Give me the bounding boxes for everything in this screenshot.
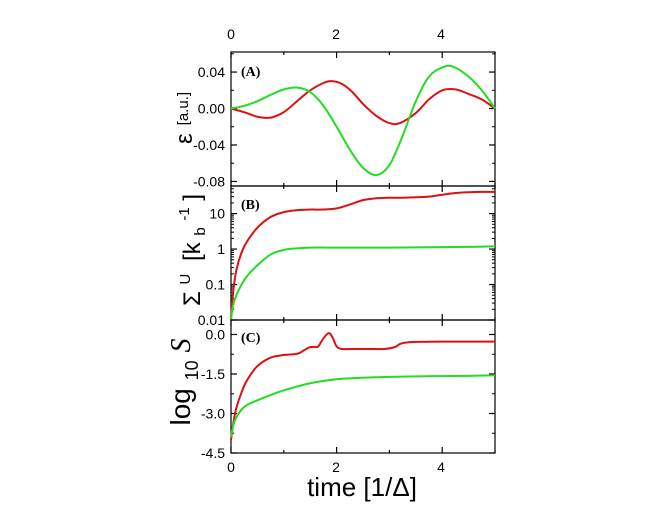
svg-text:ε [a.u.]: ε [a.u.] bbox=[171, 92, 198, 144]
y-axis-label-b: Σ U [k b -1 ] bbox=[168, 194, 211, 306]
y-tick-label-c-3: -4.5 bbox=[201, 445, 225, 461]
y-label-b-unit: [k bbox=[179, 241, 206, 261]
bottom-tick-label-2: 2 bbox=[332, 459, 340, 475]
y-label-b-unit-end: ] bbox=[179, 194, 206, 201]
y-label-b-unit-sub: b bbox=[192, 227, 209, 235]
top-tick-label-0: 0 bbox=[227, 26, 235, 42]
series-red-panel-a bbox=[230, 80, 496, 126]
y-tick-label-b-0: 10 bbox=[209, 206, 225, 222]
panel-frame-b bbox=[230, 185, 496, 321]
y-tick-label-c-2: -3.0 bbox=[201, 405, 225, 421]
series-green-panel-a bbox=[230, 64, 496, 177]
y-label-c-var: S bbox=[166, 339, 197, 353]
y-tick-label-a-0: 0.04 bbox=[198, 64, 225, 80]
panels-group: 0.04 0.00 -0.04 -0.08 10 1 0.1 0.010.0 -1.5 -3.0 -… bbox=[193, 51, 496, 461]
y-label-b-sup: U bbox=[177, 274, 194, 285]
y-label-a-symbol: ε bbox=[171, 133, 198, 144]
y-tick-label-c-1: -1.5 bbox=[201, 366, 225, 382]
series-red-panel-c bbox=[230, 332, 495, 440]
series-green-panel-b bbox=[230, 245, 496, 321]
y-tick-label-c-0: 0.0 bbox=[206, 326, 226, 342]
x-axis-label: time [1/Δ] bbox=[307, 472, 417, 502]
y-axis-label-c: log 10 S bbox=[165, 339, 204, 426]
top-tick-label-2: 2 bbox=[332, 26, 340, 42]
svg-text:log 10 S: log 10 S bbox=[165, 339, 204, 426]
y-tick-label-b-1: 1 bbox=[217, 241, 225, 257]
series-red-panel-b bbox=[230, 190, 496, 321]
y-tick-label-a-3: -0.08 bbox=[193, 173, 225, 189]
y-axis-label-a: ε [a.u.] bbox=[171, 92, 198, 144]
y-label-a-unit: [a.u.] bbox=[175, 92, 192, 125]
y-tick-label-a-1: 0.00 bbox=[198, 101, 225, 117]
bottom-tick-label-0: 0 bbox=[227, 459, 235, 475]
panel-label-a: (A) bbox=[241, 65, 261, 80]
y-label-c-base: log bbox=[165, 388, 196, 425]
y-label-c-sub: 10 bbox=[182, 360, 202, 380]
y-tick-label-b-3: 0.01 bbox=[198, 312, 225, 328]
panel-frame-c bbox=[230, 319, 496, 454]
panel-label-b: (B) bbox=[241, 198, 260, 213]
svg-text:Σ U [k b: Σ U [k b -1 ] bbox=[168, 194, 211, 306]
bottom-tick-label-4: 4 bbox=[437, 459, 445, 475]
panel-label-c: (C) bbox=[241, 331, 261, 346]
y-tick-label-a-2: -0.04 bbox=[193, 137, 225, 153]
top-tick-label-4: 4 bbox=[437, 26, 445, 42]
y-label-b-unit-sup: -1 bbox=[176, 207, 193, 220]
y-label-b-symbol: Σ bbox=[179, 291, 206, 306]
panel-frame-a bbox=[230, 51, 496, 187]
series-green-panel-c bbox=[230, 374, 496, 438]
y-tick-label-b-2: 0.1 bbox=[206, 277, 226, 293]
